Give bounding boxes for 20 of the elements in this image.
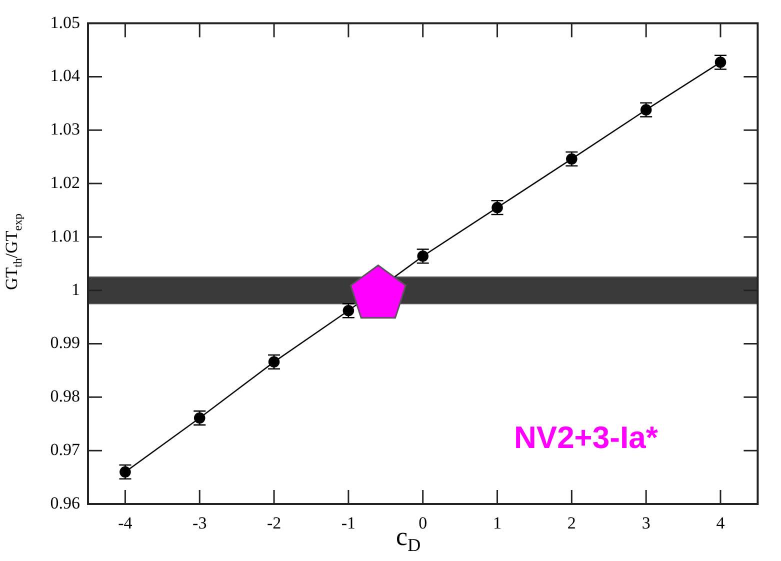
y-tick-label: 1.01 [50,226,80,246]
x-tick-label: -2 [266,514,282,533]
x-tick-label: 4 [716,514,726,533]
y-tick-label: 1.02 [50,173,80,192]
x-tick-label: -1 [341,514,356,533]
x-tick-label: 0 [418,514,428,533]
y-tick-label: 1.03 [50,120,80,139]
y-tick-label: 1.04 [50,66,80,86]
annotation: NV2+3-Ia* [514,420,658,456]
x-tick-label: 1 [493,514,502,533]
x-tick-label: -3 [192,514,207,533]
y-tick-label: 0.98 [50,386,80,406]
x-tick-label: 3 [642,514,650,533]
x-tick-label: -4 [118,514,133,533]
y-tick-label: 0.99 [50,333,80,352]
x-tick-label: 2 [567,514,576,533]
y-tick-label: 1 [72,280,80,299]
y-tick-label: 0.97 [50,440,80,460]
y-tick-label: 1.05 [50,12,80,32]
y-tick-label: 0.96 [50,493,80,512]
